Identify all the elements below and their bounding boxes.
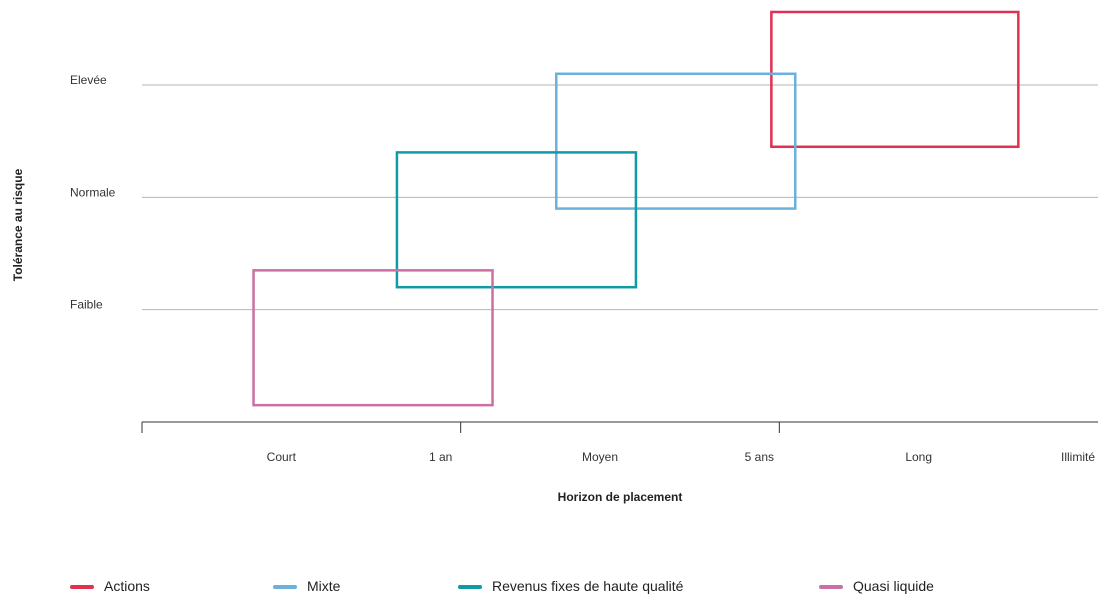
x-tick-label: Illimité [1061, 450, 1095, 464]
plot-area [252, 10, 1020, 407]
legend-item: Mixte [273, 578, 340, 595]
legend-label: Mixte [307, 578, 341, 594]
x-tick-label: 1 an [429, 450, 452, 464]
legend-item: Quasi liquide [819, 578, 934, 595]
x-tick-label: 5 ans [745, 450, 774, 464]
legend-label: Actions [104, 578, 150, 594]
y-tick-label: Faible [70, 298, 103, 312]
x-tick-label: Long [905, 450, 932, 464]
legend-swatch [819, 584, 843, 589]
range-box [395, 151, 638, 289]
legend-swatch [70, 584, 94, 589]
y-tick-label: Normale [70, 185, 116, 199]
y-tick-label: Elevée [70, 73, 107, 87]
legend-item: Revenus fixes de haute qualité [458, 578, 683, 595]
range-box [252, 269, 494, 407]
range-box [555, 72, 797, 210]
gridlines [142, 84, 1098, 311]
y-axis-title: Tolérance au risque [11, 168, 25, 281]
range-box [770, 10, 1020, 149]
y-axis: Faible Normale Elevée [70, 73, 116, 312]
legend-label: Quasi liquide [853, 578, 934, 594]
legend: Actions Mixte Revenus fixes de haute quali… [70, 578, 1110, 595]
legend-swatch [273, 584, 297, 589]
x-axis-title: Horizon de placement [558, 490, 683, 504]
legend-swatch [458, 584, 482, 589]
x-axis: Court 1 an Moyen 5 ans Long Illimité [141, 421, 1098, 464]
x-tick-label: Court [267, 450, 297, 464]
x-tick-label: Moyen [582, 450, 618, 464]
legend-label: Revenus fixes de haute qualité [492, 578, 684, 594]
legend-item: Actions [70, 578, 150, 595]
